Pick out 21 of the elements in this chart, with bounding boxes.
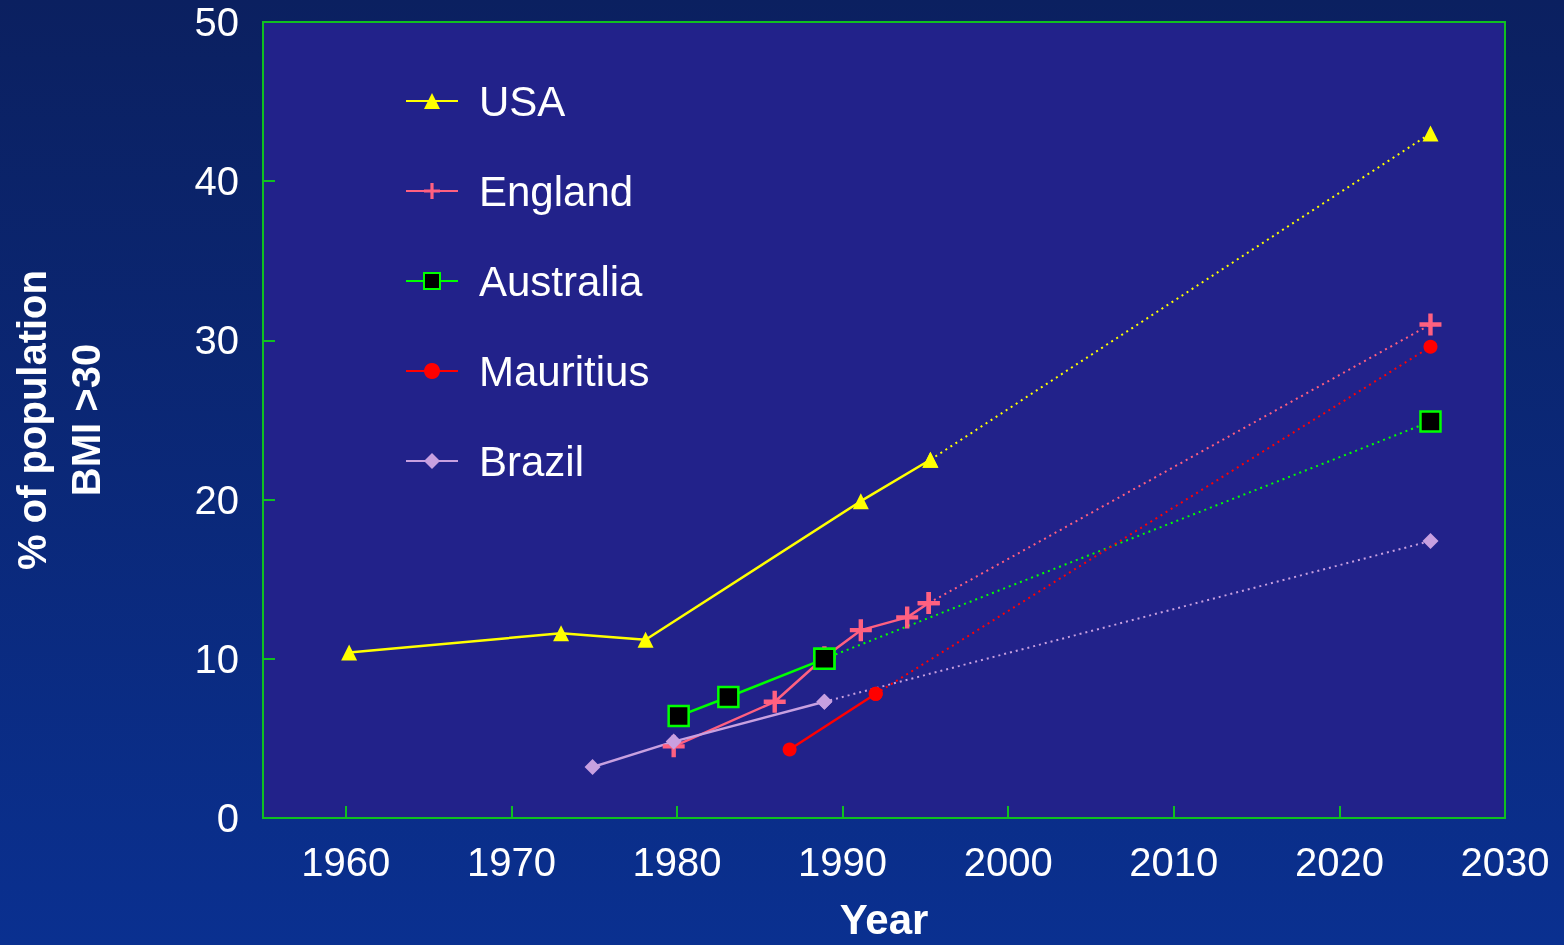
y-tick-label: 50: [194, 0, 239, 44]
x-tick-label: 2010: [1129, 840, 1219, 884]
x-tick-label: 1980: [632, 840, 722, 884]
legend-label: Brazil: [479, 437, 585, 485]
y-tick-label: 20: [194, 477, 239, 522]
y-tick-label: 30: [194, 318, 239, 363]
x-tick-label: 2030: [1460, 840, 1550, 884]
legend-label: USA: [479, 77, 566, 125]
y-tick-label: 40: [194, 159, 239, 204]
x-tick-label: 1990: [798, 840, 888, 884]
legend-label: Australia: [479, 257, 644, 305]
legend-label: Mauritius: [479, 347, 650, 395]
y-tick-label: 10: [194, 636, 239, 681]
x-tick-label: 2000: [963, 840, 1053, 884]
x-tick-label: 2020: [1294, 840, 1384, 884]
legend-label: England: [479, 167, 634, 215]
y-axis-title: % of population BMI >30: [10, 270, 108, 570]
x-tick-label: 1960: [301, 840, 391, 884]
x-axis-title: Year: [839, 895, 929, 943]
y-tick-label: 0: [216, 796, 239, 840]
x-tick-label: 1970: [466, 840, 556, 884]
